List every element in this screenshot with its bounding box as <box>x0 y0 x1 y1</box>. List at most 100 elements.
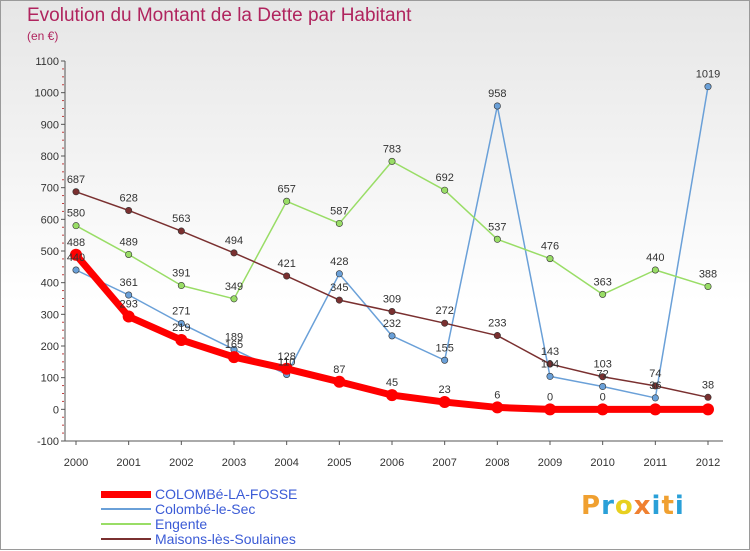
y-minor-tick <box>62 163 64 165</box>
data-point <box>388 157 396 165</box>
legend-swatch <box>101 490 151 498</box>
data-label: 87 <box>333 364 345 376</box>
data-label: 38 <box>702 379 714 391</box>
data-point <box>72 188 80 196</box>
legend-item: Engente <box>101 516 297 531</box>
data-point <box>72 266 80 274</box>
legend-label: Maisons-lès-Soulaines <box>155 530 296 547</box>
data-point <box>177 227 185 235</box>
data-label: 309 <box>383 293 401 305</box>
data-point <box>704 393 712 401</box>
data-label: 580 <box>67 208 85 220</box>
y-tick-label: 300 <box>41 309 59 321</box>
y-minor-tick <box>62 147 64 149</box>
data-label: 476 <box>541 241 559 253</box>
data-label: 361 <box>119 277 137 289</box>
data-point <box>388 307 396 315</box>
series-2 <box>72 157 712 303</box>
y-minor-tick <box>62 68 64 70</box>
y-minor-tick <box>62 179 64 181</box>
data-label: 0 <box>547 391 553 403</box>
y-tick-label: 1100 <box>35 56 59 68</box>
data-point <box>280 362 293 375</box>
x-tick-label: 2006 <box>380 457 404 469</box>
data-label: 189 <box>225 331 243 343</box>
data-label: 628 <box>119 192 137 204</box>
data-point <box>335 219 343 227</box>
data-point <box>651 394 659 402</box>
data-point <box>125 206 133 214</box>
data-point <box>546 372 554 380</box>
y-minor-tick <box>62 329 64 331</box>
y-minor-tick <box>62 321 64 323</box>
logo-letter: i <box>651 491 662 521</box>
y-minor-tick <box>62 416 64 418</box>
data-point <box>70 248 82 261</box>
y-minor-tick <box>62 361 64 363</box>
data-point <box>388 332 396 340</box>
data-label: 0 <box>600 391 606 403</box>
y-minor-tick <box>62 258 64 260</box>
y-tick-label: 400 <box>41 278 59 290</box>
x-tick-label: 2011 <box>644 457 668 469</box>
series-0 <box>70 248 714 416</box>
data-label: 692 <box>435 172 453 184</box>
data-label: 165 <box>225 339 243 351</box>
legend-label: Engente <box>155 515 208 532</box>
y-minor-tick <box>62 432 64 434</box>
data-label: 232 <box>383 318 401 330</box>
data-label: 488 <box>67 237 85 249</box>
y-minor-tick <box>62 298 64 299</box>
data-point <box>493 332 501 340</box>
data-point <box>386 389 398 402</box>
data-label: 494 <box>225 235 243 247</box>
y-tick-label: 0 <box>53 404 59 416</box>
data-point <box>704 282 712 290</box>
data-label: 440 <box>646 252 664 264</box>
data-point <box>651 382 659 390</box>
data-point <box>283 197 291 205</box>
x-tick-label: 2007 <box>432 457 456 469</box>
data-point <box>125 250 133 258</box>
data-point <box>72 222 80 230</box>
data-point <box>704 83 712 91</box>
y-minor-tick <box>62 195 64 197</box>
y-minor-tick <box>62 84 64 86</box>
data-label: 958 <box>488 88 506 100</box>
data-point <box>438 396 451 409</box>
chart-subtitle: (en €) <box>27 29 59 43</box>
y-minor-tick <box>62 100 64 102</box>
y-minor-tick <box>62 171 64 173</box>
x-tick-label: 2005 <box>327 457 351 469</box>
y-minor-tick <box>62 226 64 228</box>
y-minor-tick <box>62 369 64 371</box>
data-label: 104 <box>541 358 559 370</box>
logo-letter: i <box>674 491 685 521</box>
data-point <box>441 186 449 194</box>
x-tick-label: 2010 <box>590 457 614 469</box>
data-label: 388 <box>699 268 717 280</box>
data-point <box>544 403 556 416</box>
x-tick-label: 2012 <box>696 457 720 469</box>
data-point <box>333 375 346 388</box>
logo-letter: t <box>661 491 675 521</box>
data-label: 272 <box>435 305 453 317</box>
data-point <box>441 319 449 327</box>
series-3 <box>72 188 712 401</box>
y-tick-label: 700 <box>41 183 59 195</box>
data-label: 128 <box>277 351 295 363</box>
data-label: 110 <box>278 357 296 369</box>
data-label: 143 <box>541 346 559 358</box>
data-label: 657 <box>277 183 295 195</box>
data-label: 293 <box>119 299 137 311</box>
data-label: 783 <box>383 143 401 155</box>
data-point <box>493 235 501 243</box>
y-minor-tick <box>62 337 64 339</box>
data-point <box>177 320 185 328</box>
data-point <box>122 310 135 323</box>
data-label: 489 <box>119 236 137 248</box>
data-label: 6 <box>494 389 500 401</box>
x-tick-label: 2002 <box>169 457 193 469</box>
logo-letter: x <box>633 491 652 521</box>
